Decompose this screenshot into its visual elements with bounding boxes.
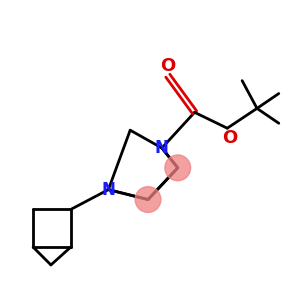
Circle shape — [165, 155, 190, 181]
Circle shape — [135, 187, 161, 212]
Text: O: O — [223, 129, 238, 147]
Text: O: O — [160, 57, 176, 75]
Text: N: N — [101, 181, 115, 199]
Text: N: N — [155, 139, 169, 157]
